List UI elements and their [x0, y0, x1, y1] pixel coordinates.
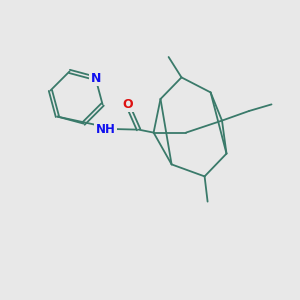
Text: N: N — [90, 72, 101, 85]
Text: NH: NH — [96, 123, 116, 136]
Text: O: O — [122, 98, 133, 111]
